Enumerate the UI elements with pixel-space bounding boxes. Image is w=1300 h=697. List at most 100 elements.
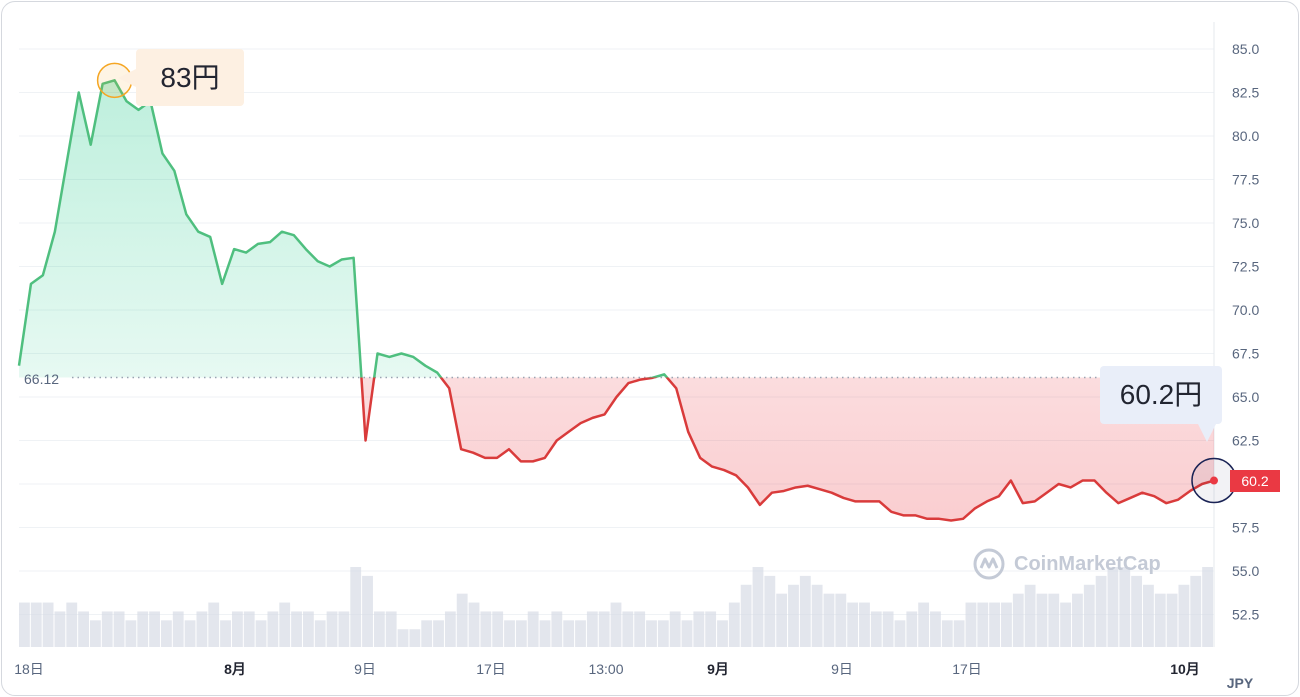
volume-bar bbox=[54, 611, 66, 647]
volume-bar bbox=[788, 584, 799, 647]
volume-bar bbox=[1083, 584, 1095, 647]
x-tick-label: 8月 bbox=[224, 661, 246, 677]
current-price-tag: 60.2 bbox=[1230, 470, 1280, 492]
volume-bar bbox=[740, 584, 752, 647]
volume-bar bbox=[255, 620, 267, 647]
volume-bar bbox=[776, 593, 788, 647]
volume-bar bbox=[480, 611, 492, 647]
volume-bar bbox=[1154, 593, 1166, 647]
volume-bar bbox=[551, 611, 563, 647]
x-tick-label: 10月 bbox=[1170, 661, 1200, 677]
y-tick-label: 80.0 bbox=[1232, 128, 1259, 144]
volume-bar bbox=[456, 593, 468, 647]
volume-bar bbox=[373, 611, 385, 647]
current-price-bubble: 60.2円 bbox=[1100, 366, 1222, 442]
x-tick-label: 17日 bbox=[952, 661, 982, 677]
volume-bar bbox=[989, 602, 1001, 647]
y-tick-label: 72.5 bbox=[1232, 259, 1259, 275]
volume-bar bbox=[847, 602, 859, 647]
volume-bar bbox=[1131, 575, 1143, 647]
volume-bar bbox=[433, 620, 444, 647]
volume-bar bbox=[894, 620, 906, 647]
volume-bar bbox=[326, 611, 338, 647]
volume-bar bbox=[717, 620, 728, 647]
volume-bar bbox=[208, 602, 220, 647]
volume-bar bbox=[1202, 567, 1213, 647]
volume-bar bbox=[965, 602, 977, 647]
volume-bar bbox=[1166, 593, 1178, 647]
volume-bar bbox=[291, 611, 302, 647]
volume-bar bbox=[1143, 584, 1154, 647]
volume-bar bbox=[918, 602, 930, 647]
baseline-label: 66.12 bbox=[24, 371, 60, 387]
volume-bar bbox=[539, 620, 551, 647]
volume-bar bbox=[1190, 575, 1202, 647]
y-tick-label: 52.5 bbox=[1232, 607, 1259, 623]
volume-bar bbox=[823, 593, 835, 647]
volume-bar bbox=[811, 584, 823, 647]
volume-bar bbox=[231, 611, 243, 647]
y-tick-label: 57.5 bbox=[1232, 520, 1259, 536]
area-above-baseline bbox=[19, 80, 667, 378]
volume-bar bbox=[527, 611, 539, 647]
volume-bar bbox=[646, 620, 657, 647]
volume-bar bbox=[1012, 593, 1024, 647]
volume-bar bbox=[196, 611, 208, 647]
volume-bar bbox=[89, 620, 101, 647]
y-tick-label: 55.0 bbox=[1232, 563, 1259, 579]
volume-bar bbox=[752, 567, 764, 647]
area-below-baseline bbox=[19, 377, 1214, 521]
volume-bar bbox=[314, 620, 326, 647]
volume-bar bbox=[977, 602, 989, 647]
volume-bar bbox=[113, 611, 125, 647]
volume-bar bbox=[338, 611, 350, 647]
coinmarketcap-logo-icon bbox=[973, 548, 1005, 580]
volume-bar bbox=[728, 602, 740, 647]
y-tick-label: 70.0 bbox=[1232, 302, 1259, 318]
volume-bar bbox=[1178, 584, 1190, 647]
y-tick-label: 77.5 bbox=[1232, 172, 1259, 188]
volume-bar bbox=[302, 611, 314, 647]
volume-bar bbox=[409, 629, 421, 647]
price-line-up bbox=[17, 79, 669, 378]
volume-bar bbox=[397, 629, 409, 647]
volume-bar bbox=[492, 611, 504, 647]
volume-bar bbox=[681, 620, 693, 647]
volume-bar bbox=[859, 602, 870, 647]
volume-bar bbox=[444, 611, 456, 647]
volume-bar bbox=[160, 620, 172, 647]
y-tick-label: 82.5 bbox=[1232, 85, 1259, 101]
volume-bar bbox=[1072, 593, 1083, 647]
volume-bar bbox=[220, 620, 231, 647]
y-tick-label: 65.0 bbox=[1232, 389, 1259, 405]
volume-bar bbox=[1060, 602, 1072, 647]
x-tick-label: 9日 bbox=[831, 661, 853, 677]
high-price-bubble: 83円 bbox=[118, 49, 244, 106]
x-tick-label: 9月 bbox=[707, 661, 729, 677]
volume-bar bbox=[705, 611, 717, 647]
volume-bar bbox=[267, 611, 279, 647]
volume-bar bbox=[1036, 593, 1048, 647]
volume-bar bbox=[1024, 584, 1036, 647]
y-tick-label: 85.0 bbox=[1232, 41, 1259, 57]
volume-bar bbox=[362, 575, 373, 647]
volume-bar bbox=[669, 611, 681, 647]
volume-bar bbox=[1095, 575, 1107, 647]
volume-bar bbox=[42, 602, 54, 647]
volume-bar bbox=[882, 611, 894, 647]
y-tick-label: 62.5 bbox=[1232, 433, 1259, 449]
volume-bar bbox=[515, 620, 527, 647]
volume-bar bbox=[1119, 567, 1131, 647]
volume-bar bbox=[941, 620, 953, 647]
volume-bar bbox=[101, 611, 113, 647]
volume-bar bbox=[634, 611, 646, 647]
volume-bar bbox=[149, 611, 160, 647]
x-tick-label: 17日 bbox=[476, 661, 506, 677]
x-tick-label: 13:00 bbox=[588, 661, 623, 677]
x-tick-label: 18日 bbox=[14, 661, 44, 677]
volume-bar bbox=[586, 611, 598, 647]
volume-bar bbox=[764, 575, 776, 647]
volume-bar bbox=[575, 620, 586, 647]
